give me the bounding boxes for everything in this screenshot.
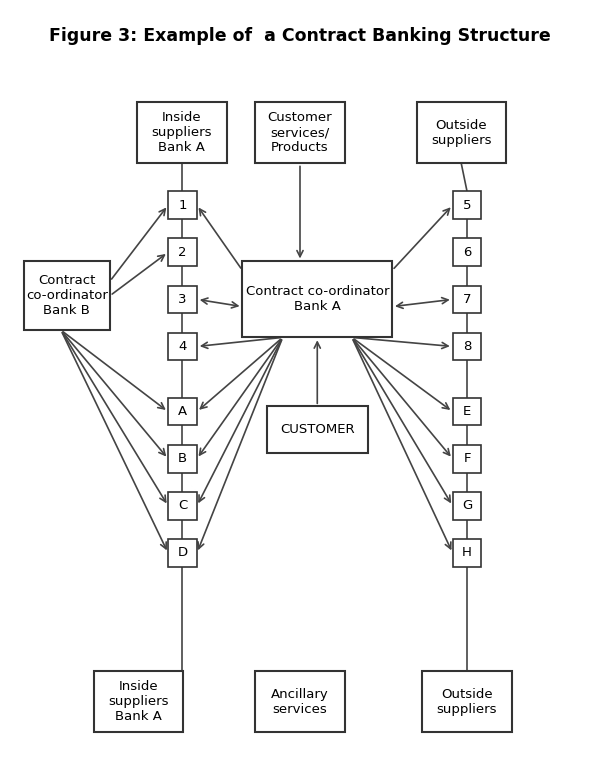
Text: H: H bbox=[462, 546, 472, 560]
FancyBboxPatch shape bbox=[452, 445, 481, 473]
Text: 8: 8 bbox=[463, 340, 471, 353]
Text: Ancillary
services: Ancillary services bbox=[271, 687, 329, 715]
FancyBboxPatch shape bbox=[416, 102, 506, 164]
FancyBboxPatch shape bbox=[137, 102, 227, 164]
FancyBboxPatch shape bbox=[452, 191, 481, 219]
FancyBboxPatch shape bbox=[23, 261, 110, 330]
FancyBboxPatch shape bbox=[168, 445, 197, 473]
Text: Contract
co-ordinator
Bank B: Contract co-ordinator Bank B bbox=[26, 274, 107, 317]
FancyBboxPatch shape bbox=[422, 670, 512, 732]
Text: 5: 5 bbox=[463, 198, 471, 212]
Text: Outside
suppliers: Outside suppliers bbox=[437, 687, 497, 715]
Text: D: D bbox=[178, 546, 188, 560]
Text: CUSTOMER: CUSTOMER bbox=[280, 423, 355, 436]
FancyBboxPatch shape bbox=[168, 398, 197, 425]
FancyBboxPatch shape bbox=[242, 261, 392, 337]
Text: 4: 4 bbox=[178, 340, 187, 353]
Text: 6: 6 bbox=[463, 246, 471, 259]
FancyBboxPatch shape bbox=[452, 239, 481, 266]
Text: Customer
services/
Products: Customer services/ Products bbox=[268, 111, 332, 154]
FancyBboxPatch shape bbox=[168, 286, 197, 313]
Text: Outside
suppliers: Outside suppliers bbox=[431, 119, 491, 146]
Text: Inside
suppliers
Bank A: Inside suppliers Bank A bbox=[109, 680, 169, 723]
Text: E: E bbox=[463, 405, 471, 418]
Text: A: A bbox=[178, 405, 187, 418]
Text: F: F bbox=[463, 453, 471, 465]
FancyBboxPatch shape bbox=[94, 670, 184, 732]
FancyBboxPatch shape bbox=[452, 286, 481, 313]
FancyBboxPatch shape bbox=[452, 332, 481, 360]
FancyBboxPatch shape bbox=[256, 102, 344, 164]
Text: C: C bbox=[178, 499, 187, 512]
FancyBboxPatch shape bbox=[168, 492, 197, 520]
Text: B: B bbox=[178, 453, 187, 465]
FancyBboxPatch shape bbox=[168, 332, 197, 360]
FancyBboxPatch shape bbox=[256, 670, 344, 732]
Text: Inside
suppliers
Bank A: Inside suppliers Bank A bbox=[152, 111, 212, 154]
Text: 3: 3 bbox=[178, 293, 187, 306]
FancyBboxPatch shape bbox=[452, 492, 481, 520]
FancyBboxPatch shape bbox=[452, 398, 481, 425]
FancyBboxPatch shape bbox=[267, 406, 368, 453]
Text: G: G bbox=[462, 499, 472, 512]
FancyBboxPatch shape bbox=[168, 191, 197, 219]
Text: 7: 7 bbox=[463, 293, 471, 306]
FancyBboxPatch shape bbox=[168, 539, 197, 567]
Text: 1: 1 bbox=[178, 198, 187, 212]
FancyBboxPatch shape bbox=[168, 239, 197, 266]
Text: 2: 2 bbox=[178, 246, 187, 259]
Text: Figure 3: Example of  a Contract Banking Structure: Figure 3: Example of a Contract Banking … bbox=[49, 27, 551, 45]
Text: Contract co-ordinator
Bank A: Contract co-ordinator Bank A bbox=[245, 285, 389, 313]
FancyBboxPatch shape bbox=[452, 539, 481, 567]
